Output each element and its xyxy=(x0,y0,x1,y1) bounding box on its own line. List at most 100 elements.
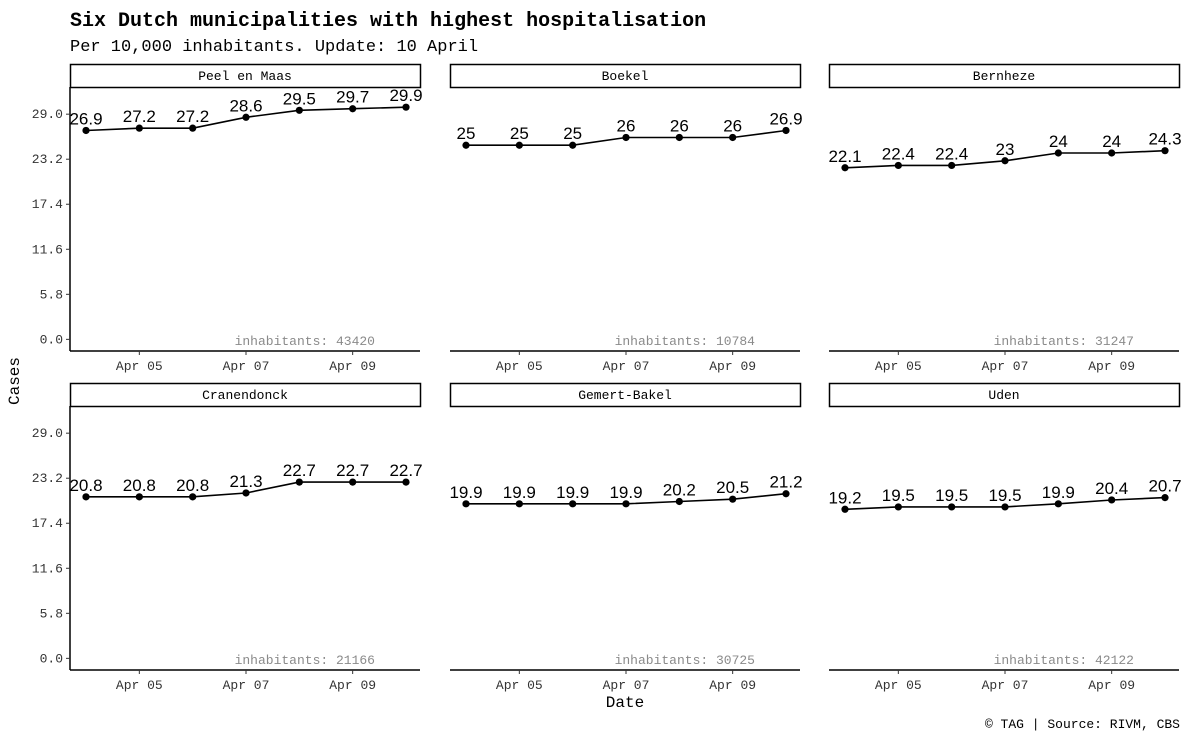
facet-panels: Peel en Maas 0.0 5.8 11.6 17.4 23.2 29.0 Apr 05… xyxy=(32,63,1182,693)
data-point xyxy=(675,133,683,142)
data-point xyxy=(1054,149,1062,157)
x-tick-label: Apr 07 xyxy=(982,359,1029,374)
facet-strip-label: Boekel xyxy=(602,69,649,84)
data-label: 20.7 xyxy=(1148,477,1181,496)
y-axis-title: Cases xyxy=(6,357,24,405)
data-point xyxy=(841,164,849,172)
y-tick-label: 23.2 xyxy=(32,471,63,486)
y-tick-label: 23.2 xyxy=(32,152,63,167)
facet-strip xyxy=(828,382,1181,408)
x-tick-label: Apr 09 xyxy=(329,359,376,374)
data-label: 26.9 xyxy=(69,109,102,128)
facet-panel-cranendonck: Cranendonck 0.0 5.8 11.6 17.4 23.2 29.0 Apr 05 A… xyxy=(32,382,423,693)
inhabitants-label: inhabitants: 30725 xyxy=(615,653,755,668)
data-point xyxy=(189,493,197,501)
data-point xyxy=(1054,500,1062,508)
data-label: 20.5 xyxy=(716,478,749,497)
facet-strip xyxy=(449,382,802,408)
inhabitants-label: inhabitants: 21166 xyxy=(235,653,375,668)
data-label: 19.5 xyxy=(882,486,915,505)
y-tick-label: 11.6 xyxy=(32,242,63,257)
data-label: 19.9 xyxy=(556,483,589,502)
x-tick-label: Apr 05 xyxy=(496,678,543,693)
data-point xyxy=(462,500,470,508)
data-point xyxy=(135,493,143,501)
facet-strip-label: Gemert-Bakel xyxy=(578,388,672,403)
x-tick-label: Apr 07 xyxy=(223,678,270,693)
data-label: 22.7 xyxy=(283,461,316,480)
x-tick-label: Apr 05 xyxy=(496,359,543,374)
x-tick-label: Apr 09 xyxy=(709,678,756,693)
data-label: 24 xyxy=(1102,132,1121,151)
facet-strip-label: Bernheze xyxy=(973,69,1035,84)
inhabitants-label: inhabitants: 31247 xyxy=(994,334,1134,349)
data-point xyxy=(782,490,790,498)
y-tick-label: 11.6 xyxy=(32,561,63,576)
x-tick-label: Apr 05 xyxy=(116,359,163,374)
data-point xyxy=(349,105,357,113)
data-label: 19.9 xyxy=(1042,483,1075,502)
data-point xyxy=(1001,157,1009,165)
data-point xyxy=(729,133,737,142)
data-label: 28.6 xyxy=(229,96,262,115)
data-label: 20.4 xyxy=(1095,479,1128,498)
x-tick-label: Apr 07 xyxy=(982,678,1029,693)
data-point xyxy=(894,161,902,170)
data-point xyxy=(242,113,250,121)
data-point xyxy=(82,126,90,135)
data-label: 29.5 xyxy=(283,89,316,108)
data-label: 21.2 xyxy=(769,473,802,492)
data-label: 19.9 xyxy=(609,483,642,502)
x-tick-label: Apr 07 xyxy=(603,678,650,693)
data-label: 25 xyxy=(563,124,582,143)
x-tick-label: Apr 09 xyxy=(1088,678,1135,693)
data-label: 22.7 xyxy=(336,461,369,480)
facet-panel-boekel: Boekel Apr 05 Apr 07 Apr 09 inhabitants: 107… xyxy=(449,63,803,374)
y-tick-label: 5.8 xyxy=(40,287,63,302)
data-point xyxy=(349,478,357,486)
facet-strip-label: Uden xyxy=(988,388,1019,403)
data-label: 29.7 xyxy=(336,88,369,107)
data-label: 24.3 xyxy=(1148,130,1181,149)
data-label: 21.3 xyxy=(229,472,262,491)
facet-strip xyxy=(69,382,422,408)
data-point xyxy=(135,124,143,132)
y-tick-label: 17.4 xyxy=(32,197,63,212)
data-point xyxy=(1161,147,1169,155)
data-label: 19.9 xyxy=(449,483,482,502)
data-label: 22.1 xyxy=(828,147,861,166)
data-label: 20.2 xyxy=(663,481,696,500)
y-tick-label: 0.0 xyxy=(40,332,63,347)
data-point xyxy=(82,493,90,501)
data-point xyxy=(841,505,849,513)
x-tick-label: Apr 07 xyxy=(603,359,650,374)
data-label: 26.9 xyxy=(769,109,802,128)
data-point xyxy=(569,141,577,149)
facet-panel-uden: Uden Apr 05 Apr 07 Apr 09 inhabitants: 42122… xyxy=(828,382,1182,693)
data-point xyxy=(675,497,683,506)
data-point xyxy=(189,124,197,132)
data-point xyxy=(948,503,956,511)
data-label: 23 xyxy=(996,140,1015,159)
data-point xyxy=(515,141,523,149)
x-tick-label: Apr 05 xyxy=(875,359,922,374)
data-point xyxy=(462,141,470,149)
data-point xyxy=(948,161,956,170)
facet-strip-label: Cranendonck xyxy=(202,388,288,403)
data-point xyxy=(894,503,902,511)
x-tick-label: Apr 09 xyxy=(709,359,756,374)
data-label: 27.2 xyxy=(176,107,209,126)
y-tick-label: 0.0 xyxy=(40,651,63,666)
facet-strip xyxy=(69,63,422,89)
data-label: 19.9 xyxy=(503,483,536,502)
chart-subtitle: Per 10,000 inhabitants. Update: 10 April xyxy=(70,38,478,57)
facet-panel-peel-en-maas: Peel en Maas 0.0 5.8 11.6 17.4 23.2 29.0 Apr 05… xyxy=(32,63,423,374)
chart-title: Six Dutch municipalities with highest ho… xyxy=(70,10,706,33)
data-label: 19.5 xyxy=(988,486,1021,505)
data-point xyxy=(515,500,523,508)
inhabitants-label: inhabitants: 43420 xyxy=(235,334,375,349)
inhabitants-label: inhabitants: 10784 xyxy=(615,334,756,349)
data-label: 19.5 xyxy=(935,486,968,505)
chart-caption: © TAG | Source: RIVM, CBS xyxy=(985,717,1180,732)
